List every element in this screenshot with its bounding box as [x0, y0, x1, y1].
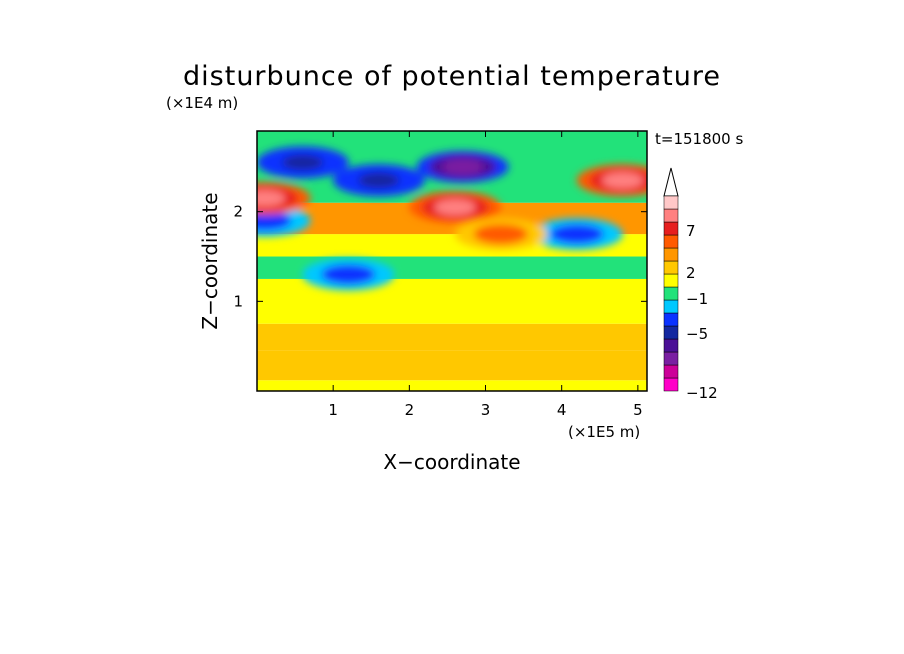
contour-feature-6-2 — [601, 172, 644, 189]
band-1 — [257, 350, 647, 381]
colorbar-label: −1 — [686, 290, 708, 308]
colorbar-swatch-10 — [663, 247, 679, 262]
y-tick-label: 1 — [233, 292, 243, 310]
y-tick-label: 2 — [233, 203, 243, 221]
band-3 — [257, 278, 647, 324]
x-unit-label: (×1E5 m) — [568, 423, 640, 441]
x-axis: 1 2 3 4 5 — [328, 131, 643, 419]
contour-feature-3-1 — [257, 210, 292, 231]
y-unit-label: (×1E4 m) — [166, 94, 238, 112]
colorbar-swatch-11 — [663, 234, 679, 249]
colorbar-swatch-3 — [663, 338, 679, 353]
feature-layer — [257, 146, 647, 291]
chart-title: disturbunce of potential temperature — [183, 61, 721, 92]
colorbar-label: −5 — [686, 325, 708, 343]
colorbar-swatch-0 — [663, 377, 679, 392]
band-2 — [257, 323, 647, 351]
time-label: t=151800 s — [655, 130, 743, 148]
colorbar-swatch-9 — [663, 260, 679, 275]
colorbar: 7 2 −1 −5 −12 — [663, 167, 718, 402]
x-tick-label: 2 — [405, 401, 415, 419]
contour-feature-2-2 — [441, 158, 484, 175]
contour-feature-5-2 — [257, 190, 286, 207]
contour-feature-7-1 — [549, 224, 604, 245]
y-axis-label: Z−coordinate — [198, 192, 222, 329]
y-axis: 12 — [233, 203, 647, 310]
colorbar-swatch-7 — [663, 286, 679, 301]
colorbar-swatch-14 — [663, 195, 679, 210]
colorbar-swatch-5 — [663, 312, 679, 327]
x-tick-label: 3 — [481, 401, 491, 419]
colorbar-swatch-12 — [663, 221, 679, 236]
colorbar-swatch-1 — [663, 364, 679, 379]
x-tick-label: 1 — [328, 401, 338, 419]
colorbar-label: 7 — [686, 222, 696, 240]
colorbar-label: 2 — [686, 264, 696, 282]
contour-feature-0-2 — [282, 154, 324, 171]
colorbar-swatch-4 — [663, 325, 679, 340]
contour-feature-9-1 — [473, 224, 528, 245]
x-tick-label: 5 — [633, 401, 643, 419]
colorbar-label: −12 — [686, 384, 718, 402]
contour-feature-4-2 — [434, 199, 476, 216]
x-axis-label: X−coordinate — [383, 450, 520, 474]
colorbar-extend-triangle — [663, 167, 679, 197]
colorbar-swatch-2 — [663, 351, 679, 366]
heatmap-field — [257, 131, 647, 391]
band-0 — [257, 380, 647, 391]
colorbar-swatch-6 — [663, 299, 679, 314]
x-tick-label: 4 — [557, 401, 567, 419]
colorbar-swatch-8 — [663, 273, 679, 288]
contour-feature-1-2 — [358, 172, 400, 189]
colorbar-swatch-13 — [663, 208, 679, 223]
contour-feature-8-1 — [321, 264, 376, 285]
plot-frame — [256, 130, 648, 392]
